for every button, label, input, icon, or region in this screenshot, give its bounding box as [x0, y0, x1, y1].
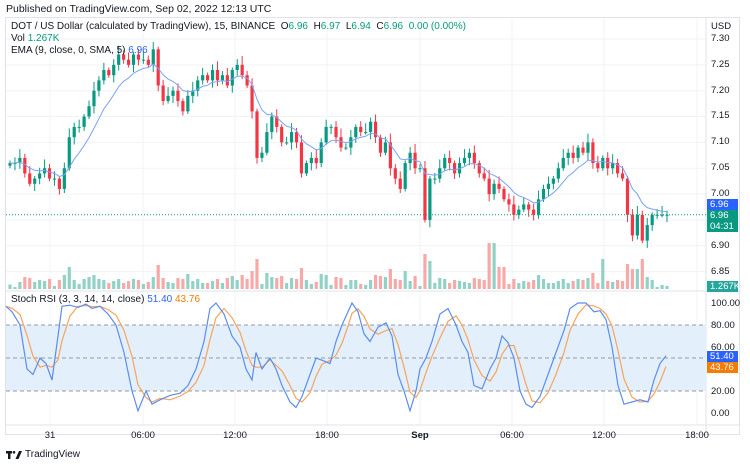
- tradingview-brand[interactable]: TradingView: [6, 449, 80, 460]
- price-tick: 7.10: [711, 136, 730, 147]
- time-label: 31: [44, 430, 56, 441]
- volume-value: 1.267K: [27, 33, 60, 44]
- ema-legend: EMA (9, close, 0, SMA, 5) 6.96: [11, 45, 148, 56]
- time-label: 06:00: [131, 430, 155, 441]
- chart-frame: [5, 17, 740, 435]
- time-label: Sep: [411, 430, 429, 441]
- last-price-badge: 6.96 04:31: [707, 210, 738, 232]
- price-tick: 7.30: [711, 33, 730, 44]
- price-tick: 7.20: [711, 85, 730, 96]
- brand-name: TradingView: [25, 449, 81, 460]
- time-label: 06:00: [500, 430, 524, 441]
- price-tick: 6.85: [711, 266, 730, 277]
- close-value: 6.96: [383, 21, 404, 32]
- stoch-d-value: 43.76: [175, 294, 201, 305]
- ema-price-badge: 6.96: [707, 199, 738, 210]
- published-note: Published on TradingView.com, Sep 02, 20…: [6, 3, 272, 15]
- time-label: 12:00: [223, 430, 247, 441]
- price-tick: 7.25: [711, 59, 730, 70]
- price-tick: 7.00: [711, 188, 730, 199]
- stoch-tick: 80.00: [711, 320, 735, 331]
- time-label: 18:00: [315, 430, 339, 441]
- open-value: 6.96: [288, 21, 308, 32]
- symbol-legend: DOT / US Dollar (calculated by TradingVi…: [11, 21, 466, 32]
- price-tick: 7.15: [711, 110, 730, 121]
- low-value: 6.94: [351, 21, 371, 32]
- candle-countdown: 04:31: [710, 221, 734, 232]
- price-tick: 7.05: [711, 162, 730, 173]
- stoch-tick: 100.00: [711, 298, 741, 309]
- symbol-title: DOT / US Dollar (calculated by TradingVi…: [11, 21, 276, 32]
- tradingview-logo-icon: [6, 450, 22, 459]
- stoch-d-badge: 43.76: [707, 362, 738, 373]
- stoch-tick: 0.00: [711, 408, 730, 419]
- time-label: 18:00: [685, 430, 709, 441]
- time-label: 12:00: [592, 430, 616, 441]
- change-value: 0.00 (0.00%): [408, 21, 466, 32]
- ema-value: 6.96: [128, 45, 148, 56]
- stoch-tick: 60.00: [711, 342, 735, 353]
- currency-label: USD: [711, 21, 732, 32]
- volume-legend: Vol 1.267K: [11, 33, 60, 44]
- stoch-legend: Stoch RSI (3, 3, 14, 14, close) 51.40 43…: [11, 294, 201, 305]
- stoch-k-value: 51.40: [147, 294, 173, 305]
- price-tick: 6.90: [711, 240, 730, 251]
- stoch-tick: 20.00: [711, 386, 735, 397]
- high-value: 6.97: [320, 21, 341, 32]
- volume-badge: 1.267K: [707, 281, 740, 292]
- stoch-k-badge: 51.40: [707, 351, 738, 362]
